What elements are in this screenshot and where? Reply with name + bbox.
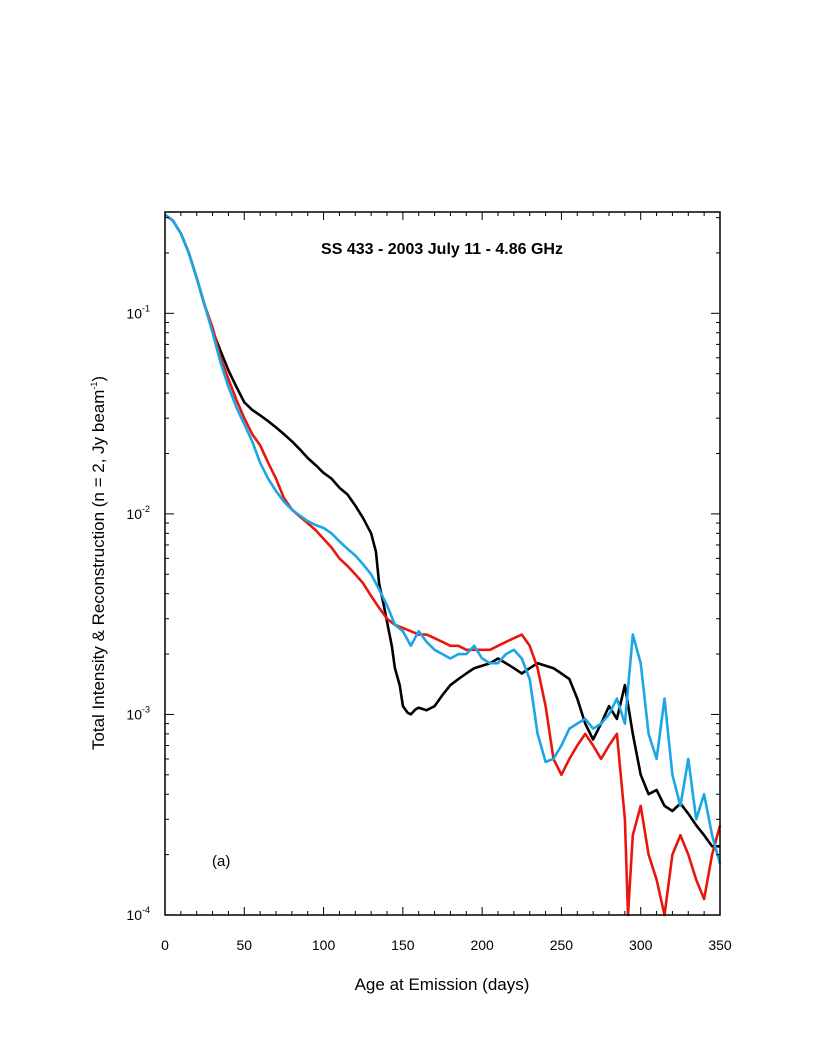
y-tick-label-base: 10 — [126, 305, 142, 321]
x-tick-label: 250 — [550, 937, 574, 953]
x-tick-label: 150 — [391, 937, 415, 953]
y-tick-label-exponent: -2 — [142, 504, 150, 514]
y-tick-label-exponent: -4 — [142, 905, 150, 915]
y-tick-label-base: 10 — [126, 907, 142, 923]
x-tick-label: 350 — [708, 937, 732, 953]
y-axis-label-main: Total Intensity & Reconstruction (n = 2,… — [89, 390, 108, 750]
y-tick-label: 10-2 — [126, 504, 150, 522]
series-line-2 — [164, 213, 722, 917]
y-axis-label: Total Intensity & Reconstruction (n = 2,… — [89, 376, 108, 750]
x-tick-label: 200 — [470, 937, 494, 953]
y-tick-label-exponent: -1 — [142, 303, 150, 313]
y-axis-label-close: ) — [89, 376, 108, 382]
plot-frame — [164, 211, 721, 916]
y-tick-label: 10-1 — [126, 303, 150, 321]
x-axis-label: Age at Emission (days) — [355, 975, 530, 994]
y-tick-label-exponent: -3 — [142, 704, 150, 714]
x-tick-label: 100 — [312, 937, 336, 953]
y-tick-label-base: 10 — [126, 506, 142, 522]
y-tick-label: 10-3 — [126, 704, 150, 722]
y-tick-label: 10-4 — [126, 905, 150, 923]
x-tick-label: 50 — [236, 937, 252, 953]
panel-label: (a) — [212, 853, 230, 870]
series-layer — [164, 213, 722, 917]
series-line-3 — [164, 213, 722, 865]
x-tick-label: 300 — [629, 937, 653, 953]
y-axis-label-sup: -1 — [89, 382, 99, 390]
x-tick-label: 0 — [161, 937, 169, 953]
y-tick-label-base: 10 — [126, 706, 142, 722]
chart-title: SS 433 - 2003 July 11 - 4.86 GHz — [321, 241, 563, 258]
